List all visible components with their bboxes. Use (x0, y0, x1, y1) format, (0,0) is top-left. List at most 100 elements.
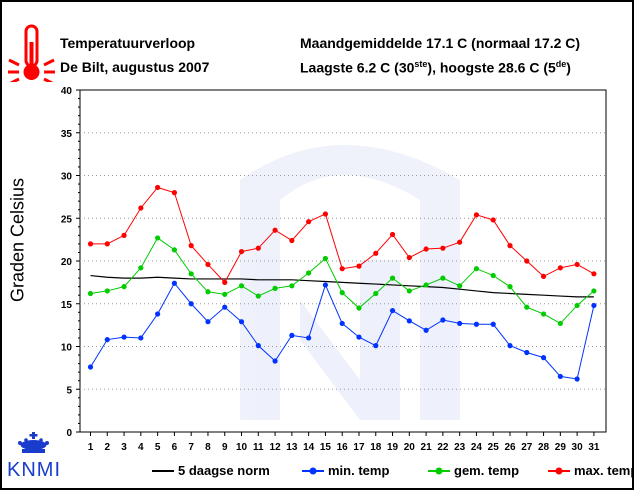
point-gem (238, 283, 245, 289)
knmi-logo: KNMI (7, 432, 60, 480)
x-tick-label: 28 (538, 442, 550, 453)
point-min (188, 301, 194, 307)
point-max (121, 232, 127, 238)
x-tick-label: 18 (370, 442, 382, 453)
point-min (155, 311, 161, 317)
legend-swatch-norm (152, 470, 174, 472)
point-gem (87, 290, 94, 297)
y-tick-label: 10 (61, 343, 73, 354)
y-tick-label: 15 (61, 300, 73, 311)
x-tick-label: 5 (155, 442, 161, 453)
point-min (356, 334, 362, 340)
point-gem (373, 290, 379, 297)
point-min (289, 332, 295, 338)
point-min (255, 343, 261, 349)
x-tick-label: 13 (286, 442, 298, 453)
point-max (306, 219, 312, 225)
point-gem (306, 270, 312, 276)
series-min (87, 280, 597, 382)
x-tick-label: 23 (454, 442, 466, 453)
x-tick-label: 4 (138, 442, 144, 453)
x-tick-label: 16 (337, 442, 349, 453)
min-max-text: Laagste 6.2 C (30ste), hoogste 28.6 C (5… (300, 59, 571, 76)
point-gem (222, 291, 228, 297)
y-tick-label: 20 (61, 257, 73, 268)
point-min (490, 321, 496, 327)
point-min (322, 282, 329, 288)
x-tick-label: 14 (303, 442, 315, 453)
point-gem (591, 288, 597, 294)
legend-label-norm: 5 daagse norm (178, 463, 270, 478)
chart-subtitle: De Bilt, augustus 2007 (60, 59, 210, 75)
point-gem (104, 288, 110, 294)
point-max (574, 261, 580, 268)
point-gem (272, 285, 278, 291)
point-gem (557, 320, 563, 327)
y-tick-label: 35 (61, 129, 73, 140)
point-max (205, 261, 211, 268)
legend-swatch-min (302, 467, 324, 475)
x-tick-label: 30 (572, 442, 584, 453)
point-max (289, 237, 295, 244)
point-gem (322, 255, 329, 262)
point-gem (339, 290, 345, 296)
point-min (473, 321, 480, 327)
point-min (507, 343, 513, 349)
point-min (87, 364, 94, 370)
point-gem (171, 247, 177, 253)
x-tick-label: 10 (236, 442, 248, 453)
series-line-norm (90, 274, 594, 298)
point-gem (121, 284, 127, 290)
y-tick-label: 0 (66, 428, 72, 439)
point-min (205, 319, 211, 325)
point-max (171, 190, 177, 196)
point-gem (289, 283, 295, 289)
point-max (322, 211, 329, 217)
point-min (457, 320, 463, 327)
x-tick-label: 27 (521, 442, 533, 453)
point-gem (138, 265, 144, 271)
x-tick-label: 11 (253, 442, 264, 453)
point-max (591, 271, 597, 277)
point-gem (440, 275, 446, 281)
thermometer-icon (8, 24, 55, 82)
point-min (389, 307, 396, 314)
y-tick-label: 30 (61, 172, 73, 183)
x-tick-label: 26 (504, 442, 516, 453)
point-max (423, 246, 429, 252)
series-norm (90, 274, 594, 298)
legend-label-min: min. temp (328, 463, 390, 478)
point-max (339, 266, 345, 272)
point-max (138, 205, 144, 211)
point-min (171, 280, 177, 286)
point-min (272, 358, 278, 364)
point-gem (188, 271, 194, 277)
point-gem (473, 266, 480, 272)
y-tick-label: 5 (66, 385, 72, 396)
point-max (473, 212, 480, 218)
point-min (138, 335, 144, 341)
point-max (557, 265, 563, 271)
chart-title: Temperatuurverloop (60, 35, 196, 51)
y-tick-label: 40 (61, 86, 73, 97)
point-gem (574, 302, 580, 309)
point-max (524, 258, 530, 264)
point-min (440, 317, 446, 323)
x-tick-label: 2 (104, 442, 110, 453)
point-max (255, 245, 261, 251)
x-tick-label: 20 (404, 442, 416, 453)
point-min (540, 355, 547, 361)
point-min (222, 304, 228, 310)
point-gem (205, 289, 211, 295)
point-gem (507, 284, 513, 290)
point-max (389, 231, 396, 238)
point-gem (356, 305, 362, 311)
legend-swatch-max (548, 467, 570, 475)
point-max (406, 254, 412, 261)
x-tick-label: 9 (222, 442, 228, 453)
point-max (373, 250, 379, 256)
series-line-gem (90, 237, 595, 325)
x-tick-label: 31 (588, 442, 600, 453)
point-max (272, 227, 278, 233)
point-min (339, 320, 345, 327)
